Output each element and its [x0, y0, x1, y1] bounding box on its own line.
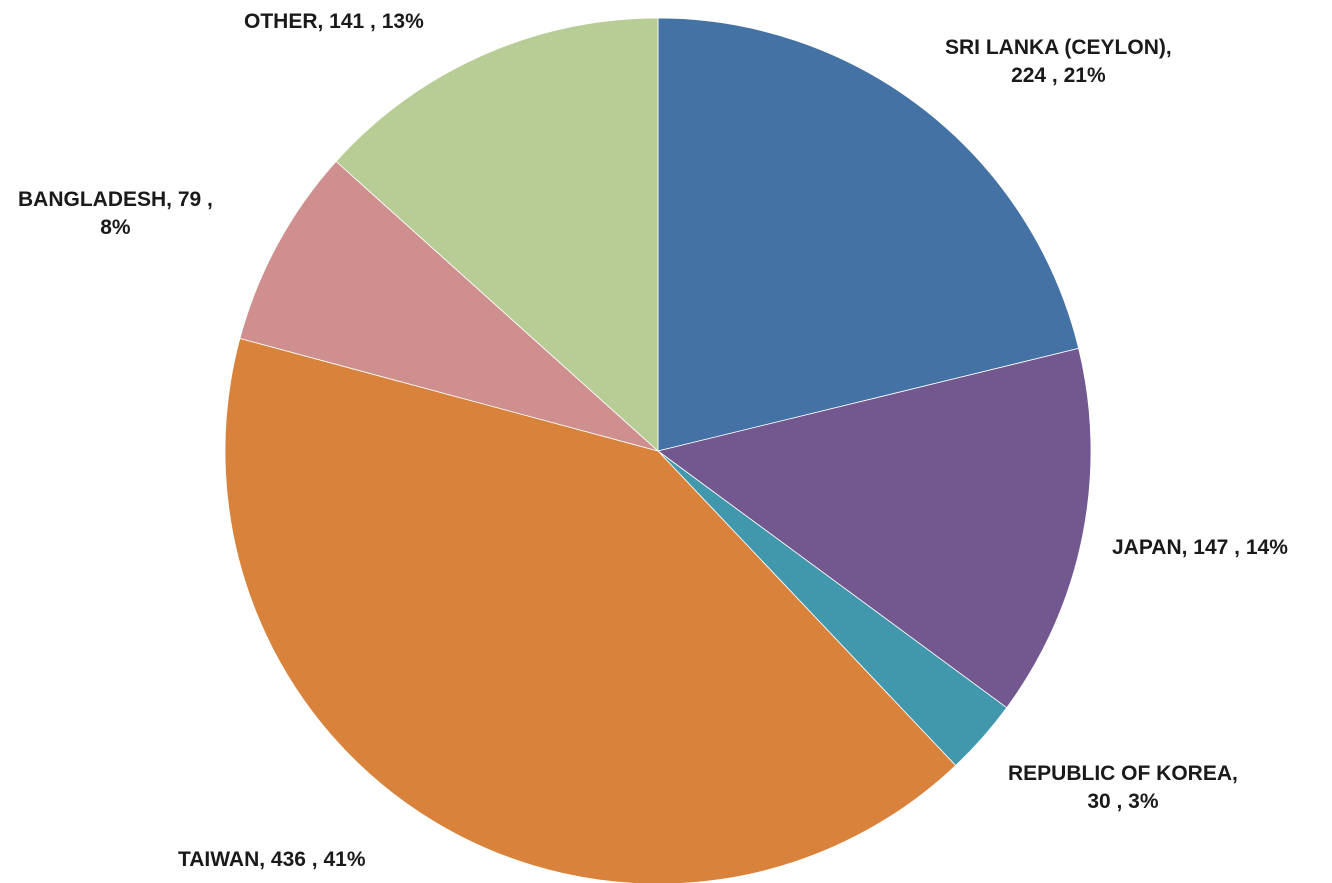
pie-slice-bangladesh: [239, 160, 659, 452]
label-sri-lanka: SRI LANKA (CEYLON), 224 , 21%: [945, 36, 1172, 87]
pie-slice-taiwan: [224, 337, 957, 883]
label-other: OTHER, 141 , 13%: [244, 10, 424, 33]
label-bangladesh: BANGLADESH, 79 , 8%: [18, 188, 213, 239]
label-taiwan: TAIWAN, 436 , 41%: [178, 848, 366, 871]
pie-slice-japan: [657, 347, 1092, 709]
label-japan: JAPAN, 147 , 14%: [1112, 536, 1288, 559]
pie-slice-other: [335, 17, 659, 452]
pie-slice-sri-lanka-ceylon: [657, 17, 1080, 452]
label-republic-of-korea: REPUBLIC OF KOREA, 30 , 3%: [1008, 762, 1238, 813]
